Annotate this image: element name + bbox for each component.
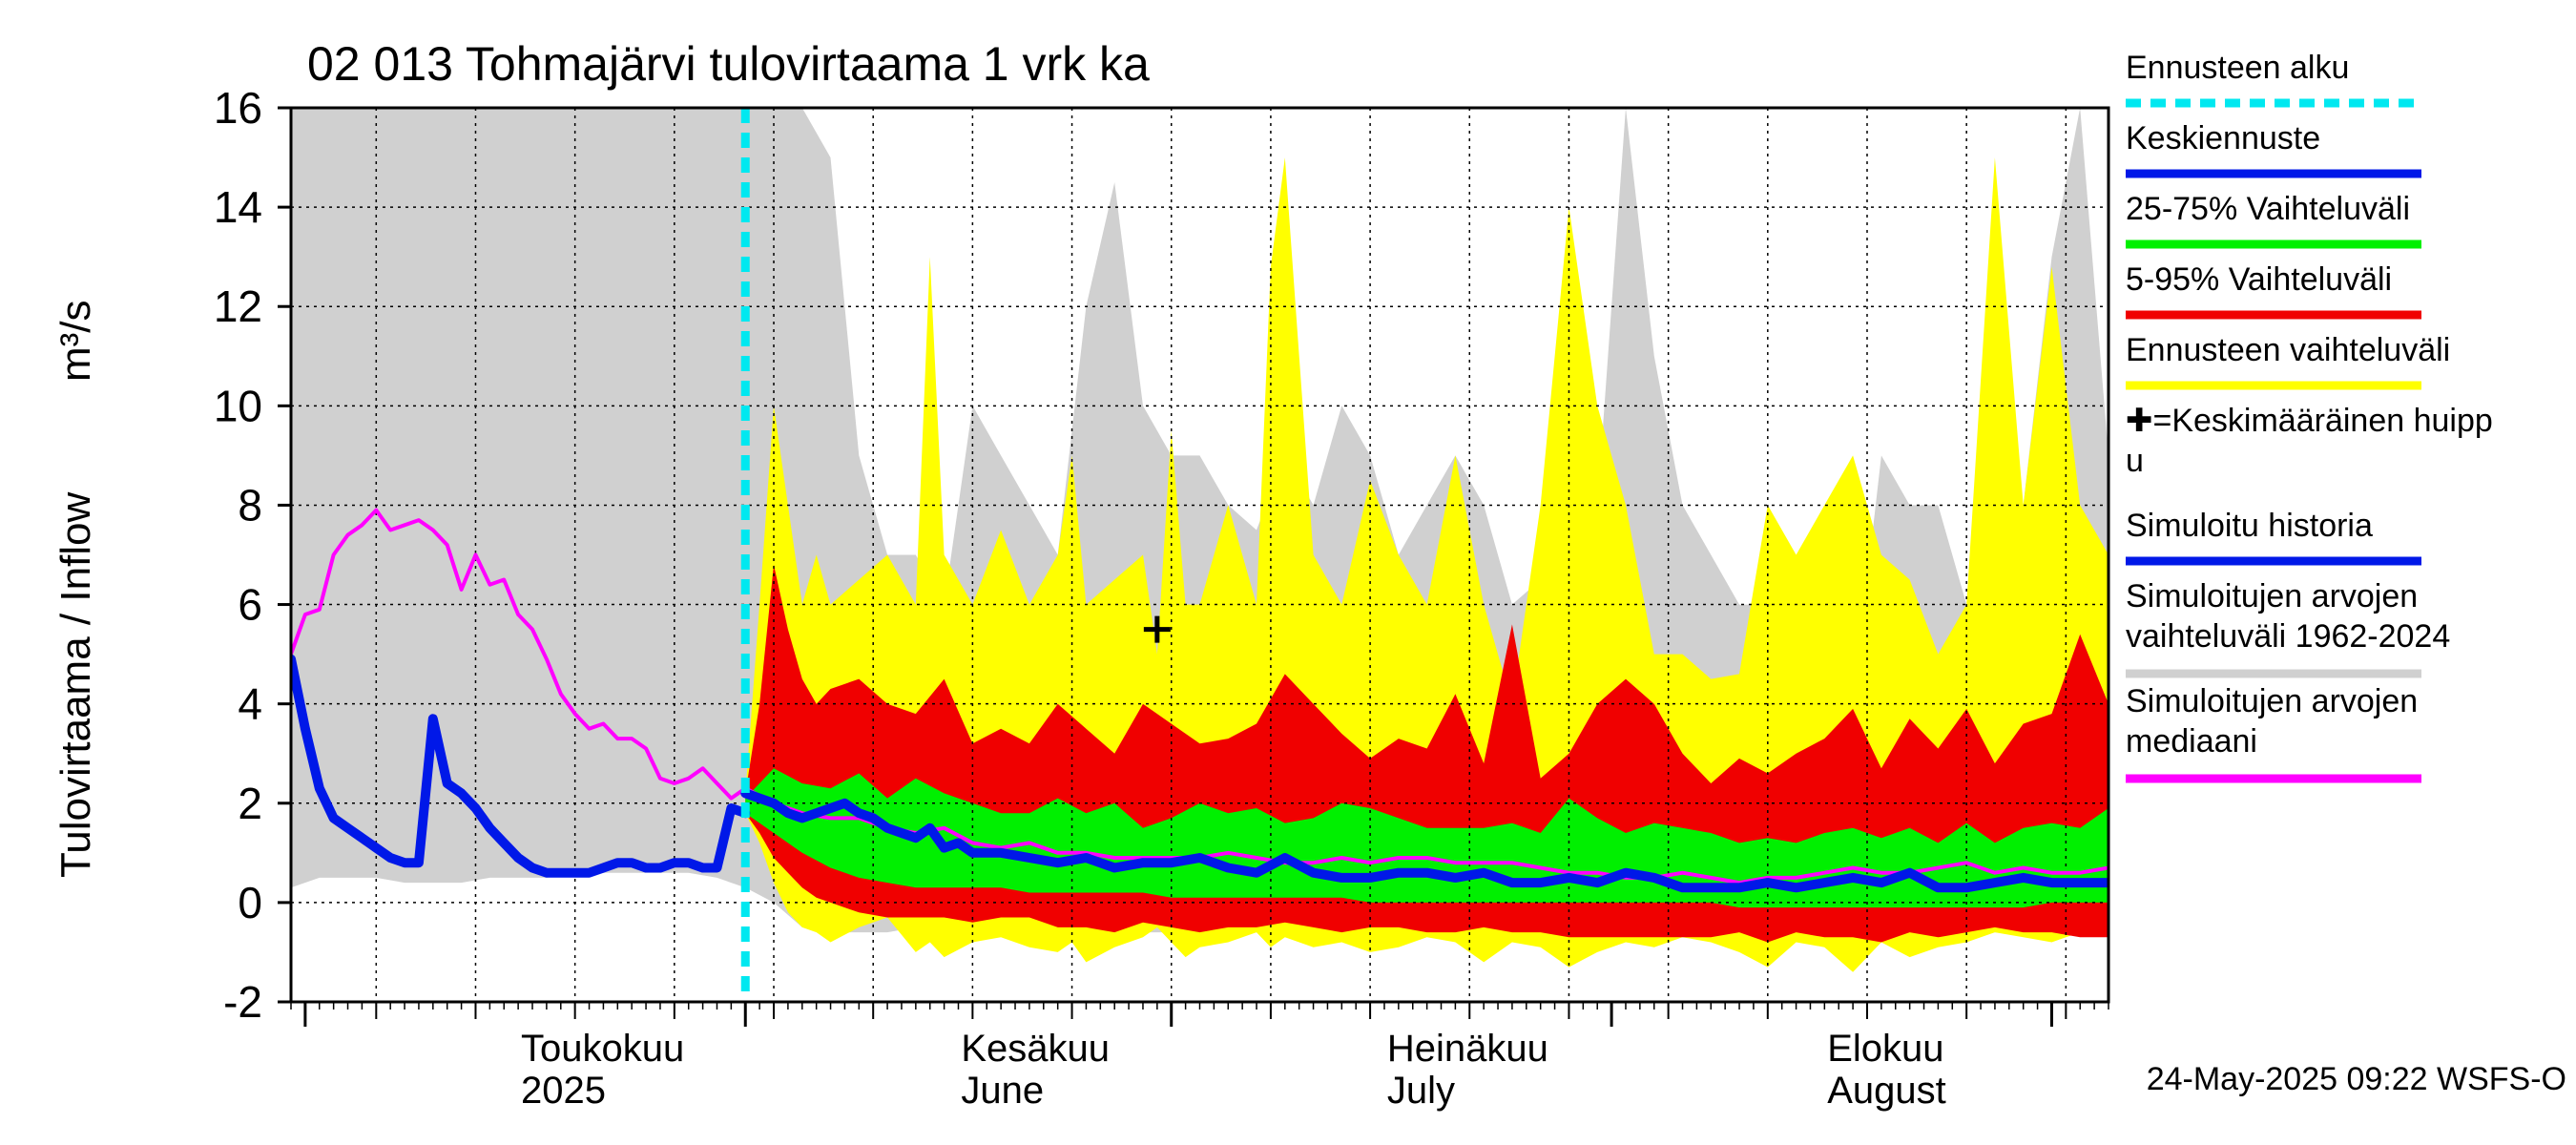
month-label-secondary: August — [1827, 1070, 1946, 1112]
legend-label: Simuloitu historia — [2126, 508, 2373, 544]
y-tick-label: 2 — [238, 779, 262, 828]
y-axis-label: Tulovirtaama / Inflow — [52, 491, 99, 878]
month-label-secondary: 2025 — [521, 1070, 606, 1112]
legend-label: 25-75% Vaihteluväli — [2126, 191, 2410, 227]
legend-label: ✚=Keskimääräinen huipp — [2126, 403, 2493, 439]
legend-label-secondary: mediaani — [2126, 723, 2257, 760]
y-tick-label: 12 — [214, 281, 262, 331]
legend-label-secondary: vaihteluväli 1962-2024 — [2126, 618, 2450, 655]
y-tick-label: 6 — [238, 580, 262, 630]
legend-label: 5-95% Vaihteluväli — [2126, 261, 2392, 298]
legend-label: Keskiennuste — [2126, 120, 2320, 156]
legend-label: Ennusteen alku — [2126, 50, 2349, 86]
legend-label: Ennusteen vaihteluväli — [2126, 332, 2450, 368]
chart-title: 02 013 Tohmajärvi tulovirtaama 1 vrk ka — [307, 37, 1150, 91]
plot-series — [291, 108, 2109, 1002]
plot-area — [291, 108, 2109, 1002]
legend: Ennusteen alku Keskiennuste 25-75% Vaihtel… — [2126, 50, 2493, 783]
mean-peak-marker — [1143, 615, 1171, 643]
legend-label-secondary: u — [2126, 443, 2144, 479]
legend-label: Simuloitujen arvojen — [2126, 578, 2418, 614]
historical-median-line — [291, 508, 2109, 885]
month-label-secondary: June — [961, 1070, 1044, 1112]
month-label: Toukokuu — [521, 1028, 684, 1070]
y-tick-label: 14 — [214, 182, 262, 232]
timestamp: 24-May-2025 09:22 WSFS-O — [2147, 1061, 2566, 1097]
y-tick-label: 0 — [238, 878, 262, 927]
y-tick-label: -2 — [223, 977, 262, 1027]
y-tick-label: 16 — [214, 83, 262, 133]
legend-label: Simuloitujen arvojen — [2126, 683, 2418, 719]
y-tick-label: 8 — [238, 480, 262, 530]
mean-forecast-line — [740, 788, 2109, 893]
month-label: Elokuu — [1827, 1028, 1943, 1070]
month-label-secondary: July — [1387, 1070, 1455, 1112]
month-label: Heinäkuu — [1387, 1028, 1548, 1070]
month-label: Kesäkuu — [961, 1028, 1110, 1070]
y-tick-label: 10 — [214, 381, 262, 430]
y-tick-label: 4 — [238, 679, 262, 729]
y-axis-unit: m³/s — [52, 300, 99, 382]
simulated-history-line — [291, 654, 751, 878]
